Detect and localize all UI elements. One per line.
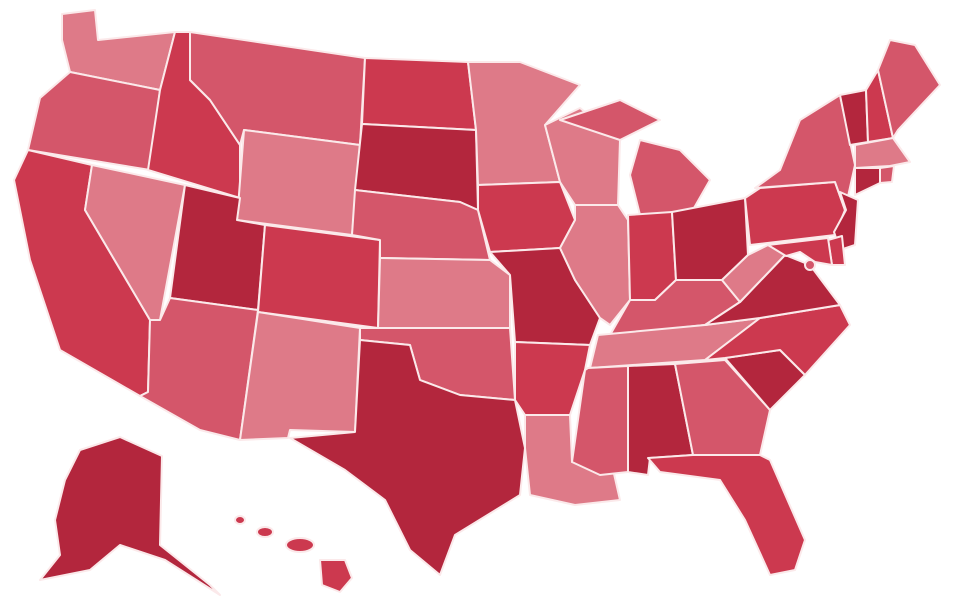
state-ks[interactable] xyxy=(377,257,511,329)
state-co[interactable] xyxy=(257,224,381,329)
state-dc[interactable] xyxy=(804,259,816,271)
state-tx[interactable] xyxy=(289,339,526,576)
state-fl[interactable] xyxy=(647,454,806,576)
state-hi[interactable] xyxy=(234,515,353,593)
state-la[interactable] xyxy=(524,414,621,506)
state-ia[interactable] xyxy=(477,181,576,253)
hawaii-island-maui[interactable] xyxy=(285,537,315,553)
state-az[interactable] xyxy=(139,297,259,441)
state-wy[interactable] xyxy=(236,129,361,236)
state-ri[interactable] xyxy=(879,165,895,184)
state-il[interactable] xyxy=(559,204,631,326)
state-ak[interactable] xyxy=(39,436,221,596)
state-nm[interactable] xyxy=(239,311,361,441)
state-ct[interactable] xyxy=(854,167,881,196)
hawaii-island-oahu[interactable] xyxy=(256,526,274,538)
state-or[interactable] xyxy=(27,71,161,171)
state-ar[interactable] xyxy=(514,341,591,416)
hawaii-island-big[interactable] xyxy=(319,559,353,593)
hawaii-island-kauai[interactable] xyxy=(234,515,246,525)
state-ma[interactable] xyxy=(854,137,911,169)
state-nd[interactable] xyxy=(361,57,477,131)
state-pa[interactable] xyxy=(744,181,846,246)
